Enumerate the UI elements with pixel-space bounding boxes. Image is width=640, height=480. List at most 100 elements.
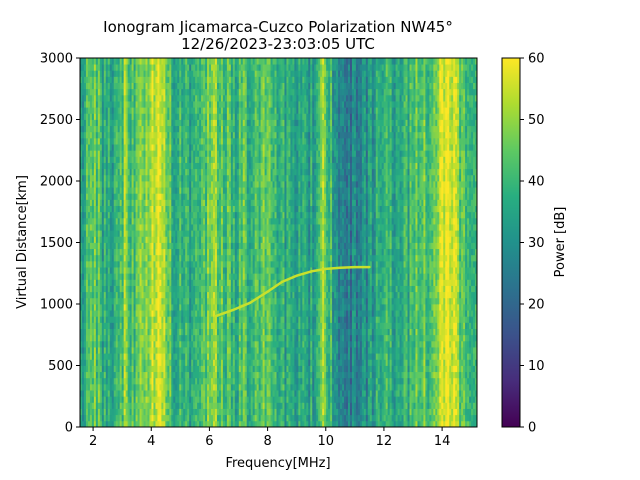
heatmap-cell — [179, 420, 182, 427]
heatmap-cell — [109, 230, 113, 237]
heatmap-cell — [91, 205, 95, 213]
heatmap-cell — [191, 113, 194, 120]
heatmap-cell — [191, 316, 194, 323]
heatmap-cell — [117, 359, 121, 366]
heatmap-cell — [197, 359, 200, 366]
heatmap-cell — [109, 199, 113, 206]
heatmap-cell — [127, 420, 131, 427]
heatmap-cell — [143, 371, 146, 379]
heatmap-cell — [80, 304, 83, 311]
heatmap-cell — [95, 144, 99, 151]
heatmap-cell — [109, 64, 113, 71]
heatmap-cell — [87, 310, 91, 317]
heatmap-cell — [153, 58, 156, 65]
heatmap-cell — [157, 187, 160, 194]
heatmap-cell — [159, 88, 162, 96]
heatmap-cell — [137, 150, 140, 157]
heatmap-cell — [113, 125, 117, 133]
heatmap-cell — [99, 365, 103, 373]
heatmap-cell — [80, 113, 83, 120]
heatmap-cell — [89, 137, 93, 145]
heatmap-cell — [95, 390, 99, 397]
heatmap-cell — [133, 64, 136, 71]
heatmap-cell — [87, 353, 91, 360]
heatmap-cell — [201, 260, 204, 268]
heatmap-cell — [127, 131, 131, 139]
heatmap-cell — [111, 211, 115, 219]
heatmap-cell — [83, 137, 87, 145]
heatmap-cell — [137, 304, 140, 311]
heatmap-cell — [177, 420, 180, 427]
heatmap-cell — [135, 408, 138, 416]
heatmap-cell — [147, 273, 150, 280]
heatmap-cell — [125, 230, 129, 237]
heatmap-cell — [111, 131, 115, 139]
heatmap-cell — [143, 359, 146, 366]
heatmap-cell — [189, 211, 192, 219]
heatmap-cell — [119, 230, 123, 237]
heatmap-cell — [171, 125, 174, 133]
heatmap-cell — [133, 420, 136, 427]
heatmap-cell — [125, 211, 129, 219]
heatmap-cell — [201, 353, 204, 360]
heatmap-cell — [93, 242, 97, 250]
heatmap-cell — [153, 260, 156, 268]
heatmap-cell — [93, 236, 97, 243]
heatmap-cell — [205, 125, 208, 133]
heatmap-cell — [107, 224, 111, 231]
heatmap-cell — [209, 119, 212, 127]
heatmap-cell — [129, 113, 133, 120]
heatmap-cell — [185, 58, 188, 65]
heatmap-cell — [211, 107, 214, 114]
heatmap-cell — [83, 181, 87, 188]
heatmap-cell — [179, 242, 182, 250]
heatmap-cell — [135, 297, 138, 305]
heatmap-cell — [169, 316, 172, 323]
heatmap-cell — [177, 328, 180, 336]
heatmap-cell — [115, 273, 119, 280]
heatmap-cell — [147, 199, 150, 206]
heatmap-cell — [133, 125, 136, 133]
heatmap-cell — [211, 76, 214, 83]
heatmap-cell — [145, 230, 148, 237]
heatmap-cell — [185, 150, 188, 157]
heatmap-cell — [80, 137, 83, 145]
heatmap-cell — [149, 334, 152, 342]
heatmap-cell — [161, 383, 164, 391]
heatmap-cell — [151, 144, 154, 151]
heatmap-cell — [187, 396, 190, 403]
heatmap-cell — [207, 402, 210, 409]
heatmap-cell — [193, 187, 196, 194]
heatmap-cell — [179, 107, 182, 114]
heatmap-cell — [133, 334, 136, 342]
heatmap-cell — [211, 396, 214, 403]
heatmap-cell — [93, 211, 97, 219]
heatmap-cell — [109, 267, 113, 274]
heatmap-cell — [205, 365, 208, 373]
heatmap-cell — [203, 94, 206, 102]
heatmap-cell — [179, 408, 182, 416]
heatmap-cell — [80, 199, 83, 206]
heatmap-cell — [143, 162, 146, 170]
heatmap-cell — [85, 390, 89, 397]
heatmap-cell — [119, 107, 123, 114]
heatmap-cell — [113, 267, 117, 274]
heatmap-cell — [193, 248, 196, 256]
heatmap-cell — [197, 420, 200, 427]
heatmap-cell — [185, 334, 188, 342]
heatmap-cell — [139, 168, 142, 176]
heatmap-cell — [203, 205, 206, 213]
heatmap-cell — [201, 193, 204, 200]
heatmap-cell — [121, 230, 125, 237]
heatmap-cell — [137, 402, 140, 409]
heatmap-cell — [99, 242, 103, 250]
heatmap-cell — [97, 125, 101, 133]
heatmap-cell — [117, 340, 121, 348]
heatmap-cell — [137, 383, 140, 391]
heatmap-cell — [137, 101, 140, 108]
heatmap-cell — [131, 168, 134, 176]
heatmap-cell — [195, 76, 198, 83]
heatmap-cell — [131, 187, 134, 194]
heatmap-cell — [101, 383, 105, 391]
heatmap-cell — [143, 131, 146, 139]
